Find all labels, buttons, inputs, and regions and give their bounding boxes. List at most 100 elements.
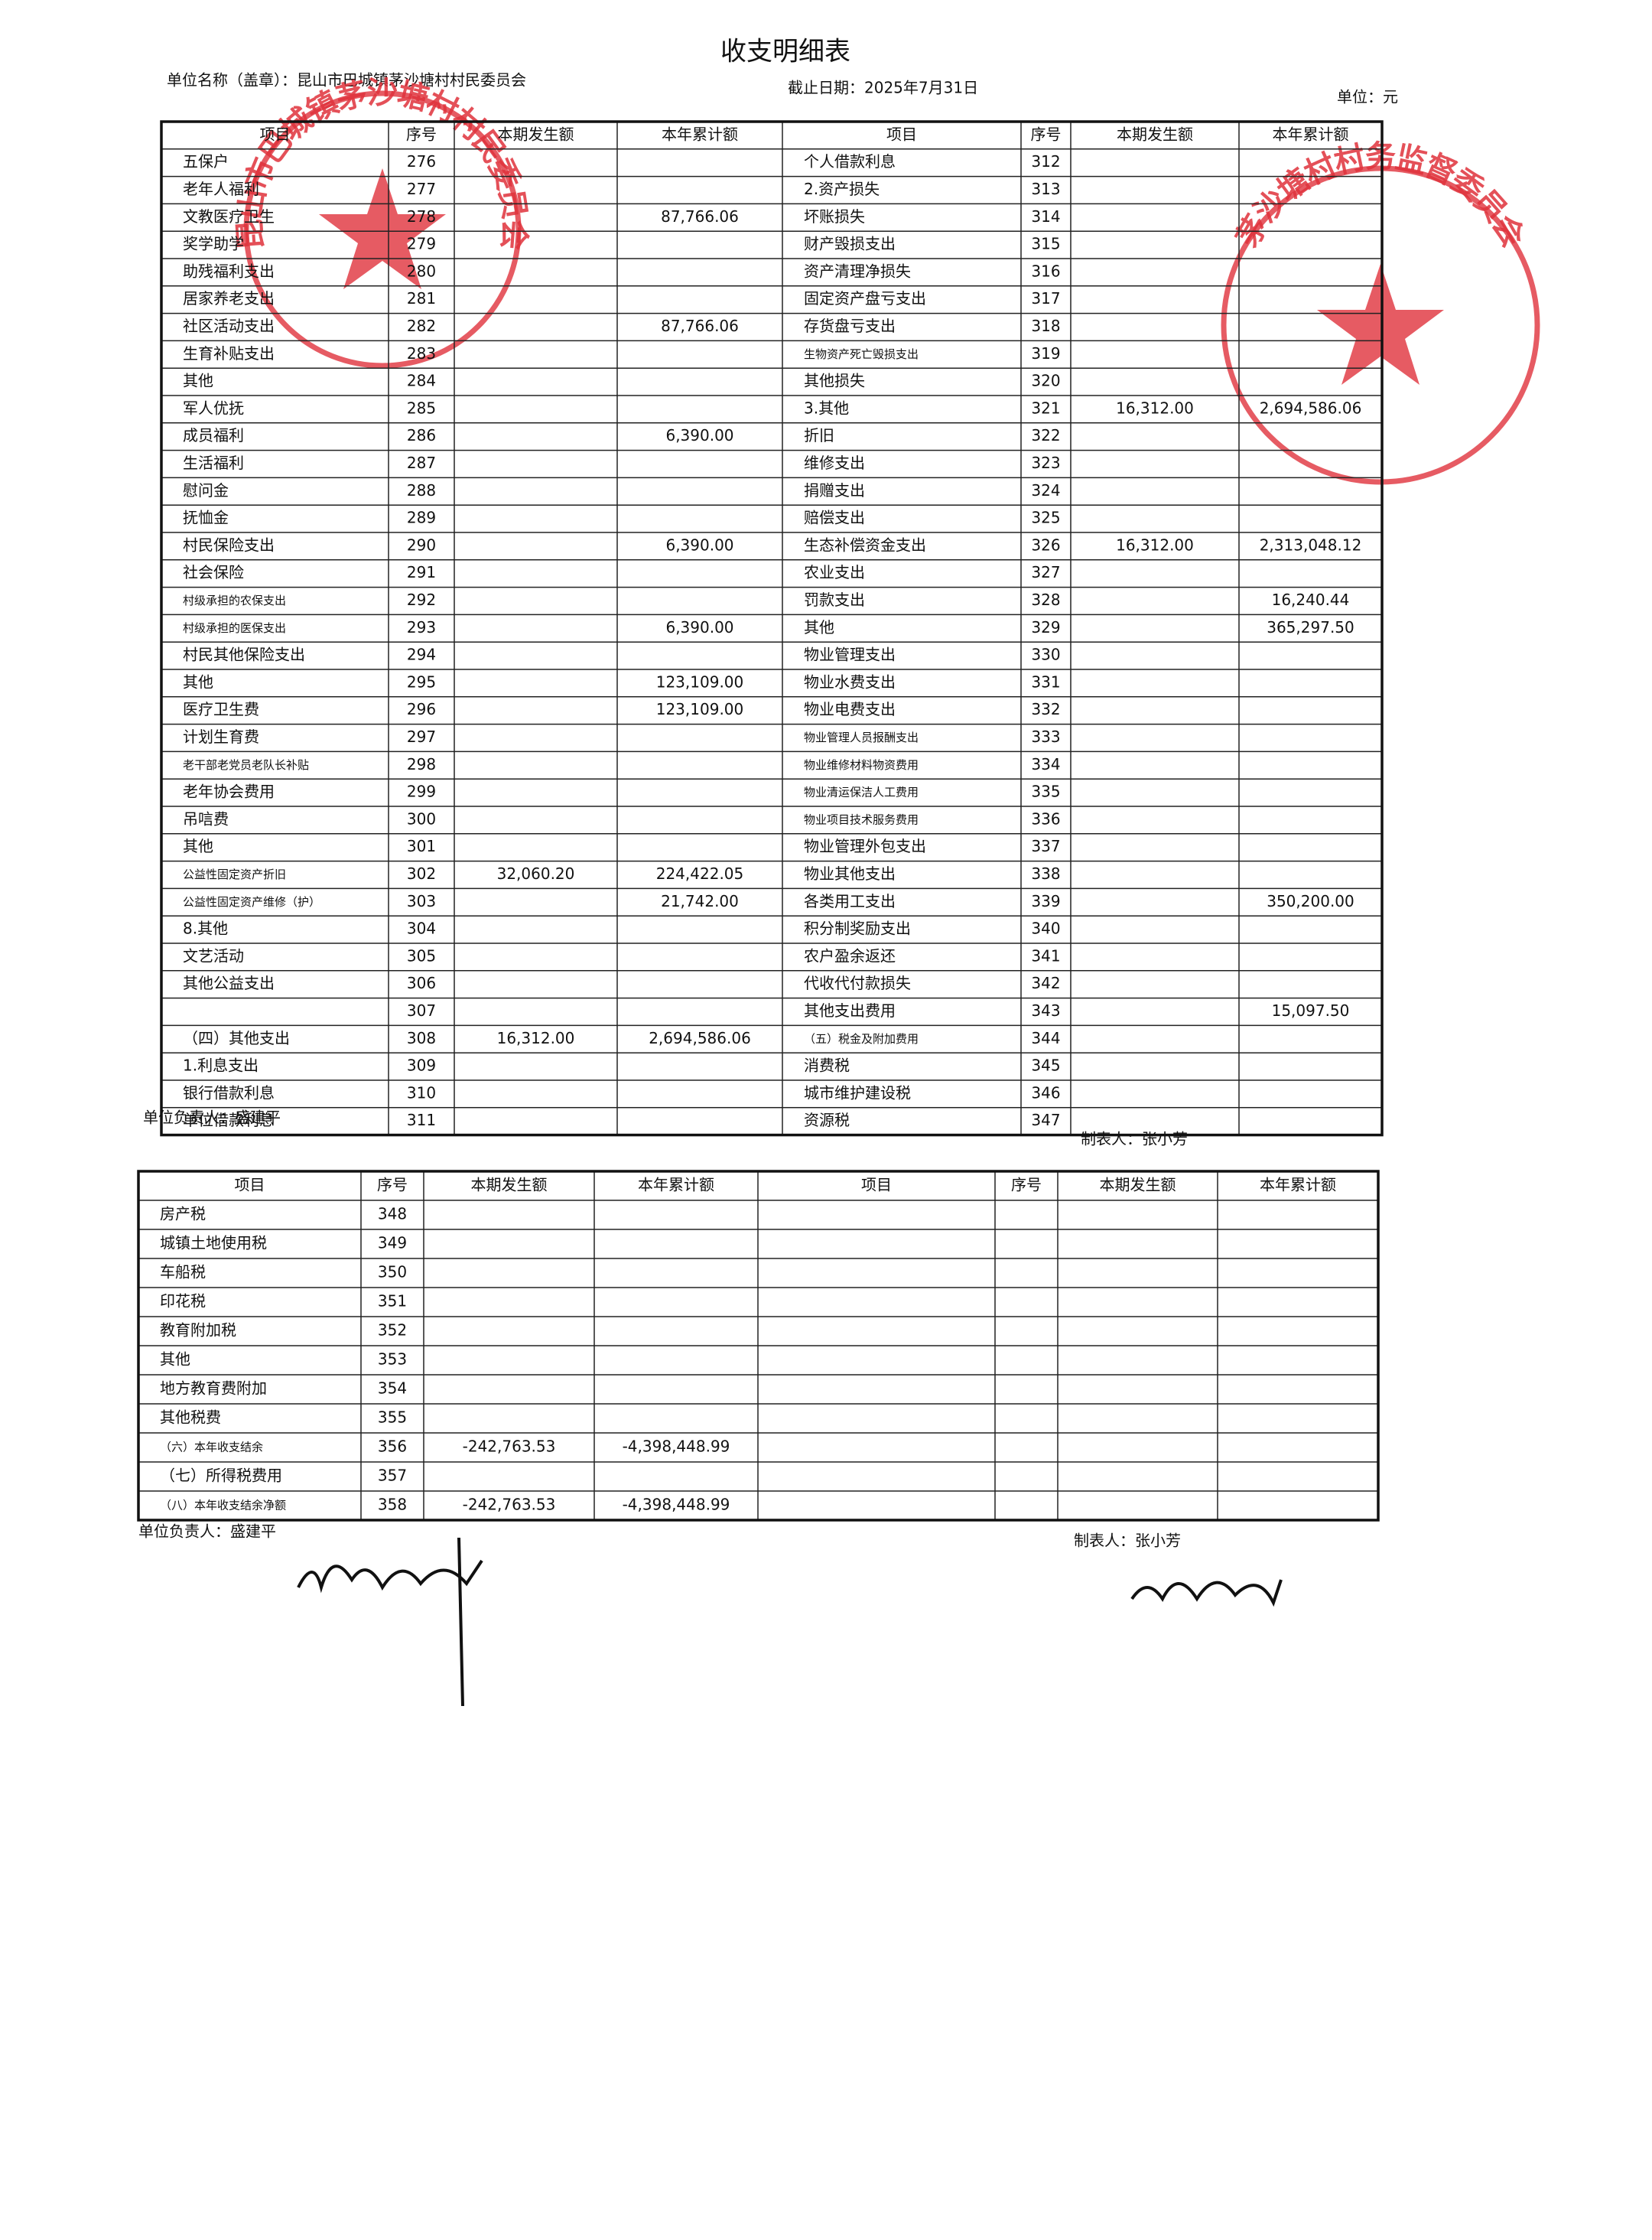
item-cell: 军人优抚	[183, 399, 244, 417]
item-cell: 3.其他	[804, 399, 849, 417]
seq-cell: 317	[1031, 289, 1060, 308]
seq-cell: 309	[407, 1057, 436, 1075]
item-cell: 居家养老支出	[183, 289, 275, 308]
column-header: 项目	[861, 1176, 892, 1194]
amount-cell: -242,763.53	[463, 1437, 556, 1456]
item-cell: 教育附加税	[160, 1321, 236, 1340]
item-cell: 2.资产损失	[804, 180, 880, 198]
stamp-text-path: 茅沙塘村村务监督委员会	[1230, 139, 1530, 253]
seq-cell: 286	[407, 426, 436, 444]
seq-cell: 326	[1031, 536, 1060, 554]
item-cell: 存货盘亏支出	[804, 317, 896, 335]
seq-cell: 355	[378, 1408, 407, 1427]
item-cell: 老干部老党员老队长补贴	[183, 758, 309, 772]
seq-cell: 328	[1031, 591, 1060, 609]
amount-cell: 2,313,048.12	[1260, 536, 1362, 554]
seq-cell: 304	[407, 920, 436, 938]
seq-cell: 278	[407, 207, 436, 226]
item-cell: 物业其他支出	[804, 864, 896, 883]
item-cell: 慰问金	[183, 481, 229, 500]
column-header: 本年累计额	[1273, 125, 1349, 143]
seq-cell: 283	[407, 344, 436, 363]
item-cell: 城镇土地使用税	[160, 1234, 267, 1252]
seq-cell: 342	[1031, 974, 1060, 992]
column-header: 序号	[377, 1176, 408, 1194]
seq-cell: 332	[1031, 700, 1060, 718]
column-header: 项目	[235, 1176, 265, 1194]
item-cell: 公益性固定资产折旧	[183, 868, 286, 881]
item-cell: 消费税	[804, 1057, 850, 1075]
seq-cell: 340	[1031, 920, 1060, 938]
item-cell: 生活福利	[183, 454, 244, 472]
column-header: 本年累计额	[1260, 1176, 1336, 1194]
amount-cell: 2,694,586.06	[649, 1029, 751, 1047]
column-header: 本期发生额	[1117, 125, 1193, 143]
seq-cell: 300	[407, 809, 436, 828]
item-cell: 村级承担的医保支出	[183, 621, 286, 635]
stamp: 昆山市巴城镇茅沙塘村村民委员会	[233, 76, 532, 369]
item-cell: 8.其他	[183, 920, 228, 938]
item-cell: （四）其他支出	[183, 1029, 290, 1047]
item-cell: 地方教育费附加	[160, 1379, 267, 1398]
item-cell: 助残福利支出	[183, 262, 275, 280]
item-cell: 财产毁损支出	[804, 235, 896, 253]
seq-cell: 334	[1031, 755, 1060, 773]
item-cell: 捐赠支出	[804, 481, 865, 500]
seq-cell: 282	[407, 317, 436, 335]
seq-cell: 343	[1031, 1001, 1060, 1020]
seq-cell: 337	[1031, 837, 1060, 855]
seq-cell: 336	[1031, 809, 1060, 828]
table-frame	[137, 1170, 1380, 1522]
seq-cell: 294	[407, 646, 436, 664]
seq-cell: 301	[407, 837, 436, 855]
item-cell: 老年人福利	[183, 180, 259, 198]
item-cell: 社会保险	[183, 563, 244, 581]
column-header: 本期发生额	[471, 1176, 548, 1194]
amount-cell: 16,312.00	[1116, 399, 1194, 417]
title: 收支明细表	[720, 37, 850, 67]
column-header: 本期发生额	[1100, 1176, 1176, 1194]
seq-cell: 346	[1031, 1083, 1060, 1102]
item-cell: 抚恤金	[183, 509, 229, 527]
item-cell: 物业电费支出	[804, 700, 896, 718]
amount-cell: -242,763.53	[463, 1496, 556, 1514]
item-cell: 生态补偿资金支出	[804, 536, 926, 554]
item-cell: 资源税	[804, 1111, 850, 1129]
seq-cell: 293	[407, 618, 436, 637]
seq-cell: 339	[1031, 892, 1060, 910]
amount-cell: 87,766.06	[661, 317, 739, 335]
seq-cell: 279	[407, 235, 436, 253]
item-cell: 物业水费支出	[804, 672, 896, 691]
item-cell: 物业清运保洁人工费用	[804, 786, 919, 799]
column-header: 序号	[1031, 125, 1062, 143]
unit-name: 单位名称（盖章）：昆山市巴城镇茅沙塘村村民委员会	[167, 71, 526, 90]
seq-cell: 350	[378, 1263, 407, 1281]
item-cell: 各类用工支出	[804, 892, 896, 910]
stamp-text: 茅沙塘村村务监督委员会	[1230, 139, 1530, 253]
seq-cell: 320	[1031, 372, 1060, 390]
amount-cell: 6,390.00	[665, 536, 733, 554]
item-cell: （六）本年收支结余	[160, 1441, 263, 1454]
item-cell: 其他	[183, 837, 213, 855]
seq-cell: 280	[407, 262, 436, 280]
item-cell: 物业管理外包支出	[804, 837, 926, 855]
seq-cell: 341	[1031, 946, 1060, 965]
seq-cell: 329	[1031, 618, 1060, 637]
seq-cell: 345	[1031, 1057, 1060, 1075]
item-cell: 赔偿支出	[804, 509, 865, 527]
seq-cell: 358	[378, 1496, 407, 1514]
amount-cell: 32,060.20	[497, 864, 575, 883]
column-header: 项目	[886, 125, 917, 143]
seq-cell: 323	[1031, 454, 1060, 472]
stamp: 茅沙塘村村务监督委员会	[1221, 139, 1540, 485]
item-cell: （五）税金及附加费用	[804, 1032, 919, 1046]
item-cell: 坏账损失	[804, 207, 865, 226]
item-cell: 资产清理净损失	[804, 262, 911, 280]
item-cell: 其他税费	[160, 1408, 221, 1427]
item-cell: 印花税	[160, 1292, 206, 1310]
seq-cell: 284	[407, 372, 436, 390]
item-cell: 生物资产死亡毁损支出	[804, 347, 919, 361]
seq-cell: 307	[407, 1001, 436, 1020]
